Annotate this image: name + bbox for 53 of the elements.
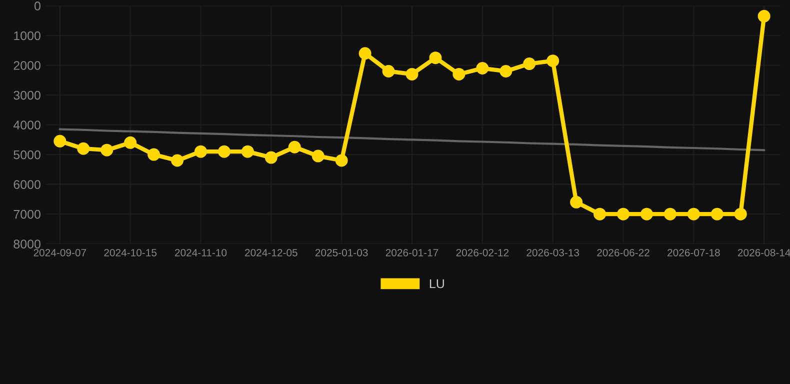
y-tick-label: 4000 (13, 120, 40, 130)
x-tick-label: 2026-06-22 (597, 248, 650, 256)
point (335, 154, 348, 167)
x-tick-label: 2024-11-10 (175, 248, 227, 256)
y-tick-label: 0 (34, 2, 40, 10)
point (500, 64, 512, 78)
point (264, 151, 278, 164)
legend-label: LU (430, 279, 444, 288)
point (734, 208, 747, 220)
point (523, 58, 536, 70)
point (687, 208, 700, 220)
y-tick-label: 1000 (14, 31, 40, 40)
point (218, 145, 230, 158)
point (124, 136, 137, 149)
x-tick-label: 2026-01-17 (386, 248, 438, 256)
x-tick-label: 2026-07-18 (668, 248, 720, 256)
point (54, 134, 66, 148)
point (100, 144, 114, 156)
y-tick-label: 6000 (14, 180, 40, 189)
point (476, 62, 489, 75)
point (194, 145, 207, 158)
y-tick-label: 8000 (14, 240, 40, 248)
point (241, 145, 254, 158)
point (617, 208, 630, 220)
x-tick-label: 2025-01-03 (315, 248, 368, 256)
line-series (58, 128, 766, 152)
y-tick-label: 2000 (14, 61, 40, 70)
point (640, 208, 653, 220)
x-tick-label: 2024-12-05 (245, 248, 298, 256)
point (570, 196, 583, 208)
point (382, 64, 395, 78)
point (171, 154, 184, 167)
point (758, 10, 770, 22)
point (594, 208, 606, 220)
point (358, 47, 372, 60)
point (664, 208, 676, 220)
x-tick-label: 2026-08-14 (738, 248, 790, 256)
point (312, 150, 324, 162)
point (546, 54, 560, 68)
point (429, 52, 442, 64)
y-tick-label: 5000 (14, 150, 40, 160)
x-tick-label: 2026-02-12 (456, 248, 509, 256)
point (710, 208, 724, 220)
point (452, 68, 466, 80)
point (288, 140, 301, 154)
x-tick-label: 2024-10-15 (104, 248, 157, 256)
x-tick-label: 2024-09-07 (34, 248, 86, 256)
point (406, 68, 418, 80)
point (148, 148, 160, 161)
x-tick-label: 2026-03-13 (526, 248, 580, 256)
y-tick-label: 7000 (14, 210, 40, 219)
y-tick-label: 3000 (14, 90, 40, 100)
point (77, 142, 90, 155)
